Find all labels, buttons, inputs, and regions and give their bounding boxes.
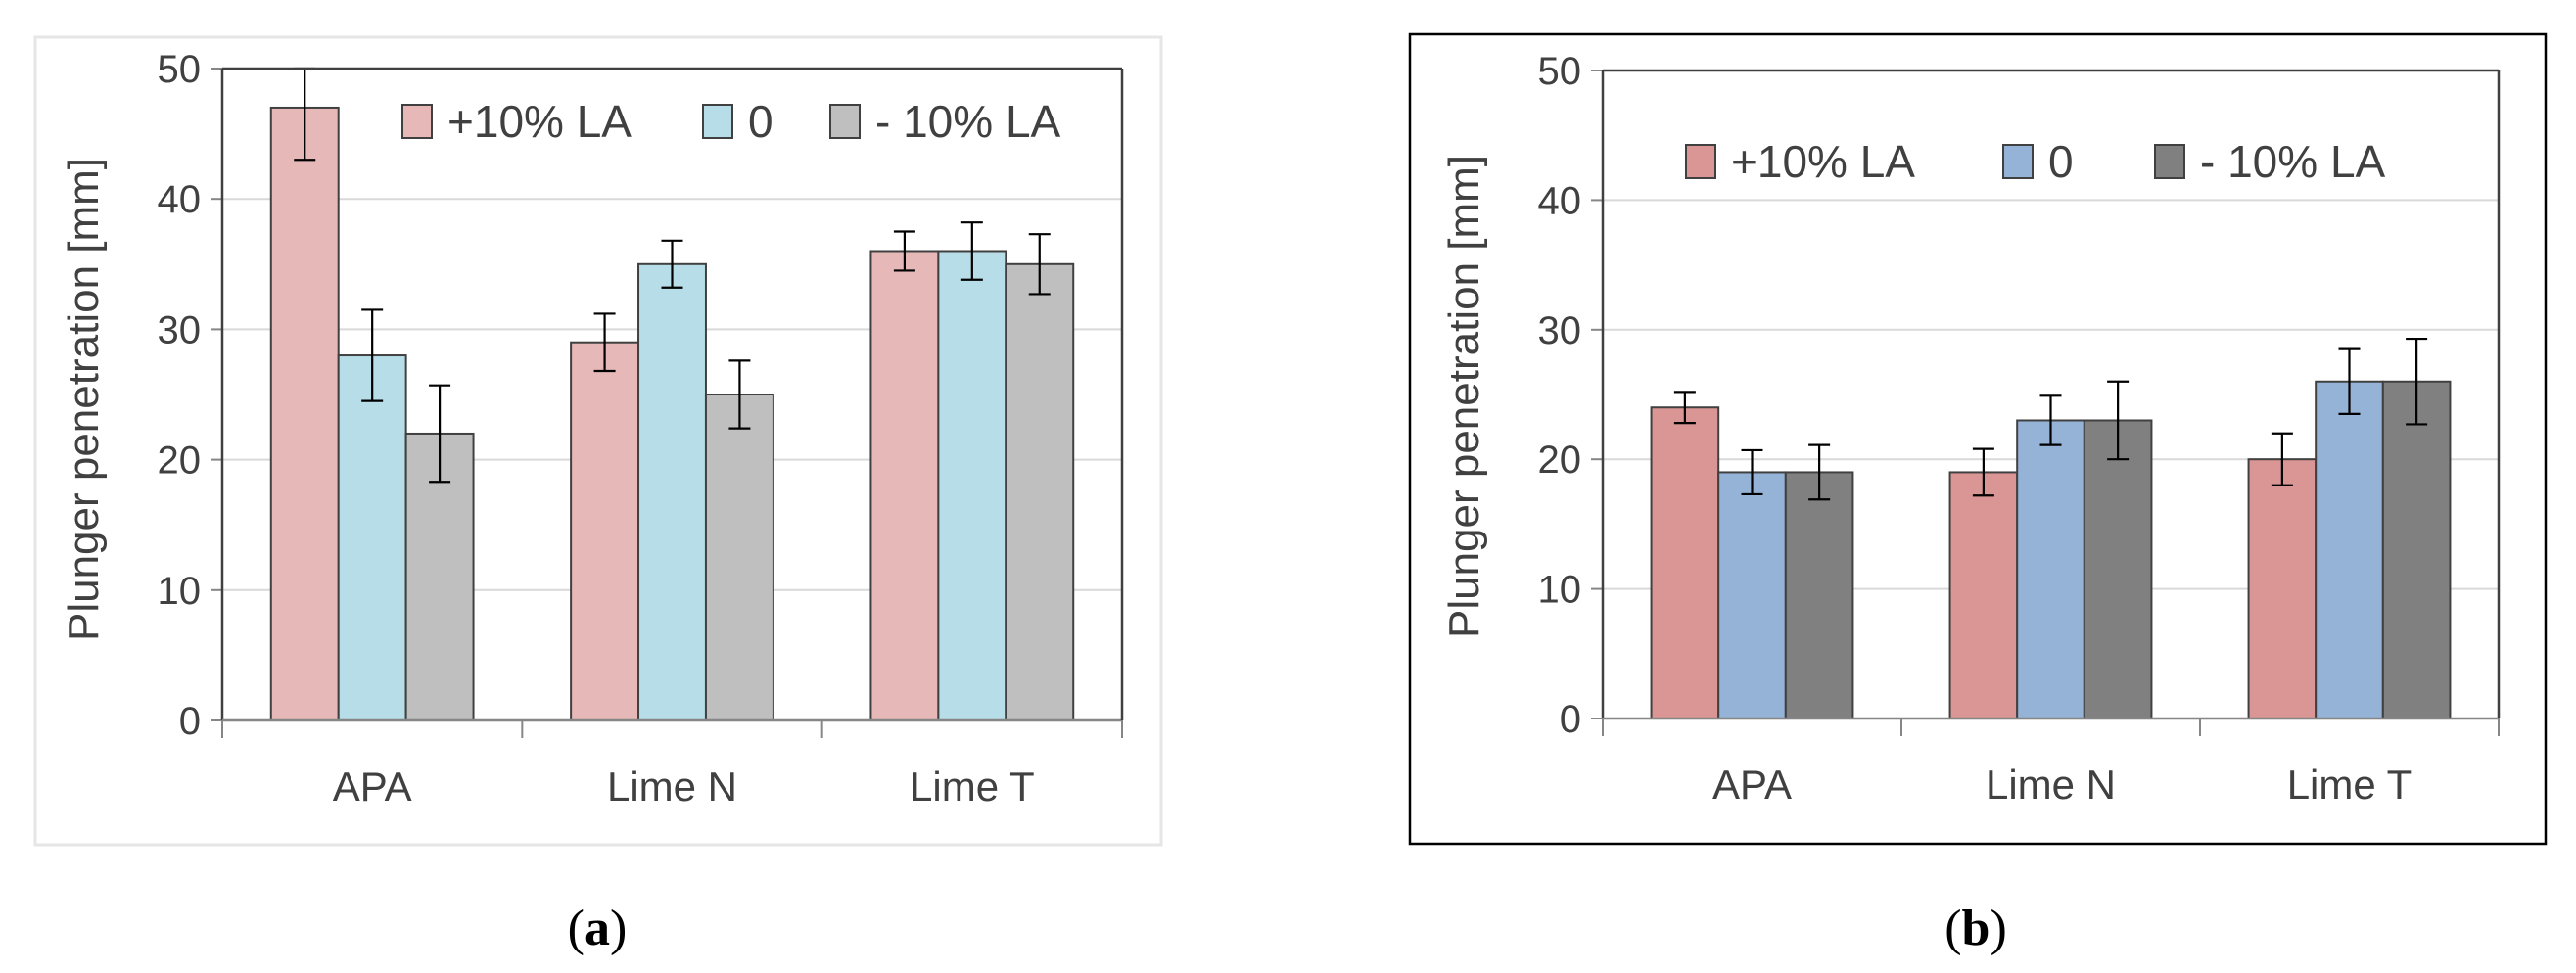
- chart-b-y-tick-label: 40: [1538, 179, 1582, 222]
- chart-a-bar: [637, 262, 707, 721]
- chart-a-y-tick-label: 20: [158, 440, 202, 483]
- chart-a-legend-label: +10% LA: [447, 96, 632, 147]
- chart-a-bars: [269, 106, 1075, 721]
- chart-a-y-axis-label: Plunger penetration [mm]: [60, 158, 108, 641]
- caption-b: (b): [1944, 901, 2007, 956]
- chart-b-y-tick-label: 30: [1538, 309, 1582, 352]
- chart-b-bar: [1717, 471, 1787, 719]
- chart-a-category-label: APA: [333, 764, 412, 810]
- chart-a-y-tick-label: 30: [158, 308, 202, 351]
- chart-a-bar: [937, 250, 1007, 721]
- chart-a-legend-swatch: [829, 104, 861, 139]
- chart-b-y-tick-label: 10: [1538, 569, 1582, 612]
- chart-b-bar: [1948, 471, 2019, 719]
- chart-b-y-tick-label: 20: [1538, 439, 1582, 482]
- chart-b-bar: [2247, 458, 2318, 719]
- chart-a-axes: [211, 67, 1124, 738]
- chart-b-error-bars: [1673, 337, 2428, 501]
- chart-b-category-label: Lime T: [2287, 762, 2412, 808]
- chart-a-y-tick-label: 50: [158, 48, 202, 91]
- chart-b-bar: [1784, 471, 1854, 719]
- chart-a-bar: [269, 106, 340, 721]
- chart-a-bar: [869, 250, 940, 721]
- chart-b-bar: [2315, 380, 2384, 719]
- chart-a-error-bars: [294, 67, 1051, 484]
- chart-b-y-axis-label: Plunger penetration [mm]: [1440, 155, 1488, 638]
- chart-b-category-label: Lime N: [1986, 762, 2116, 808]
- chart-a-y-tick-label: 10: [158, 570, 202, 613]
- chart-b-bar: [2381, 380, 2452, 719]
- chart-a-bar: [704, 394, 774, 721]
- caption-a: (a): [568, 901, 628, 956]
- chart-b-category-label: APA: [1712, 762, 1792, 808]
- chart-a-legend-swatch: [401, 104, 433, 139]
- chart-a-category-labels: APA Lime N Lime T: [333, 764, 1035, 810]
- chart-b-legend-swatch: [2002, 144, 2034, 179]
- chart-b-category-labels: APA Lime N Lime T: [1712, 762, 2412, 808]
- chart-b: 0 10 20 30 40 50 APA Lime N Lime T Plunger pene…: [1408, 32, 2548, 846]
- chart-a-bar: [1005, 262, 1075, 721]
- chart-b-bar: [1650, 406, 1720, 719]
- chart-b-legend-label: 0: [2048, 136, 2074, 187]
- chart-a: 0 10 20 30 40 50 APA Lime N Lime T Plunger pene…: [33, 35, 1163, 847]
- chart-a-bar: [337, 354, 407, 721]
- chart-a-legend-swatch: [702, 104, 733, 139]
- chart-b-legend: +10% LA 0 - 10% LA: [1685, 136, 2386, 187]
- chart-b-legend-label: +10% LA: [1731, 136, 1915, 187]
- chart-b-y-tick-labels: 0 10 20 30 40 50: [1538, 50, 1582, 741]
- chart-b-bar: [2083, 419, 2153, 719]
- chart-a-legend-label: - 10% LA: [875, 96, 1061, 147]
- chart-b-legend-swatch: [1685, 144, 1716, 179]
- chart-b-bars: [1650, 380, 2452, 719]
- chart-b-axes: [1591, 69, 2501, 736]
- chart-a-y-tick-labels: 0 10 20 30 40 50: [158, 48, 202, 743]
- chart-a-y-tick-label: 0: [179, 700, 201, 743]
- chart-b-legend-label: - 10% LA: [2200, 136, 2386, 187]
- chart-a-category-label: Lime N: [607, 764, 737, 810]
- chart-b-legend-swatch: [2154, 144, 2185, 179]
- chart-a-bar: [570, 341, 640, 721]
- chart-b-bar: [2016, 419, 2085, 719]
- chart-a-legend: +10% LA 0 - 10% LA: [401, 96, 1061, 147]
- chart-b-y-tick-label: 0: [1560, 698, 1581, 741]
- chart-a-y-tick-label: 40: [158, 178, 202, 221]
- chart-b-y-tick-label: 50: [1538, 50, 1582, 93]
- chart-a-legend-label: 0: [748, 96, 773, 147]
- chart-a-category-label: Lime T: [910, 764, 1035, 810]
